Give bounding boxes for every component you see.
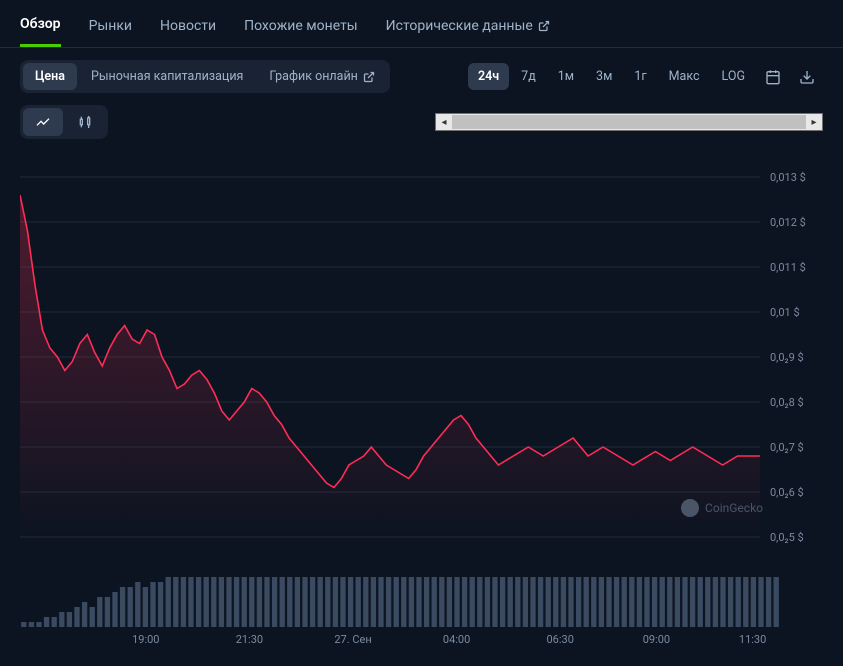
view-mode-group: Цена Рыночная капитализация График онлай… [20, 60, 390, 93]
x-axis: 19:00 21:30 27. Сен 04:00 06:30 09:00 11:30 [20, 633, 780, 649]
tab-label: Обзор [20, 16, 61, 32]
x-tick-label: 27. Сен [334, 633, 371, 646]
svg-text:0,01 $: 0,01 $ [770, 306, 800, 319]
line-chart-icon [35, 114, 51, 130]
time-range-group: 24ч 7д 1м 3м 1г Макс LOG [468, 63, 823, 91]
view-live-button[interactable]: График онлайн [257, 63, 386, 90]
svg-text:0,013 $: 0,013 $ [770, 171, 806, 184]
coingecko-logo-icon [681, 499, 699, 517]
x-tick-label: 11:30 [739, 633, 766, 646]
range-label: Макс [669, 69, 700, 84]
svg-text:0,011 $: 0,011 $ [770, 261, 806, 274]
range-1m-button[interactable]: 1м [548, 63, 584, 90]
external-link-icon [538, 20, 550, 32]
tab-label: Похожие монеты [244, 18, 358, 34]
chart-type-group [20, 105, 108, 139]
volume-chart-svg [20, 567, 780, 627]
range-max-button[interactable]: Макс [659, 63, 710, 90]
tab-label: Исторические данные [386, 18, 533, 34]
candlestick-icon [77, 114, 93, 130]
range-label: 7д [521, 69, 536, 84]
range-1y-button[interactable]: 1г [624, 63, 656, 90]
range-label: LOG [722, 69, 745, 84]
calendar-button[interactable] [757, 63, 789, 91]
chart-type-toolbar: ◂ ▸ [0, 105, 843, 147]
x-tick-label: 04:00 [443, 633, 470, 646]
nav-tabs: Обзор Рынки Новости Похожие монеты Истор… [0, 0, 843, 48]
candlestick-button[interactable] [65, 108, 105, 136]
x-tick-label: 19:00 [132, 633, 159, 646]
range-24h-button[interactable]: 24ч [468, 63, 509, 90]
horizontal-scrollbar[interactable]: ◂ ▸ [435, 113, 823, 131]
download-icon [799, 69, 815, 85]
range-label: 1м [558, 69, 574, 84]
tab-label: Новости [160, 18, 216, 34]
range-7d-button[interactable]: 7д [511, 63, 546, 90]
view-marketcap-button[interactable]: Рыночная капитализация [79, 63, 255, 90]
external-link-icon [363, 71, 375, 83]
watermark: CoinGecko [681, 499, 763, 517]
scroll-left-arrow[interactable]: ◂ [436, 114, 452, 130]
range-log-button[interactable]: LOG [712, 63, 755, 90]
svg-text:0,012 $: 0,012 $ [770, 216, 806, 229]
price-chart[interactable]: 0,013 $ 0,012 $ 0,011 $ 0,01 $ 0,0₂9 $ 0,0₂8 … [20, 167, 823, 557]
range-label: 1г [634, 69, 646, 84]
chart-toolbar: Цена Рыночная капитализация График онлай… [0, 48, 843, 105]
tab-historical[interactable]: Исторические данные [386, 10, 550, 47]
volume-chart[interactable] [20, 567, 780, 627]
x-tick-label: 09:00 [643, 633, 670, 646]
svg-text:0,0₂7 $: 0,0₂7 $ [770, 441, 804, 454]
view-price-button[interactable]: Цена [23, 63, 77, 90]
x-tick-label: 21:30 [236, 633, 263, 646]
svg-text:0,0₂8 $: 0,0₂8 $ [770, 396, 804, 409]
range-3m-button[interactable]: 3м [586, 63, 622, 90]
range-label: 24ч [478, 69, 499, 84]
scroll-thumb[interactable] [452, 115, 806, 129]
seg-label: Рыночная капитализация [91, 69, 243, 84]
tab-similar[interactable]: Похожие монеты [244, 10, 358, 47]
tab-markets[interactable]: Рынки [89, 10, 132, 47]
tab-label: Рынки [89, 18, 132, 34]
svg-text:0,0₂5 $: 0,0₂5 $ [770, 531, 804, 544]
svg-text:0,0₂6 $: 0,0₂6 $ [770, 486, 804, 499]
line-chart-button[interactable] [23, 108, 63, 136]
scroll-right-arrow[interactable]: ▸ [806, 114, 822, 130]
download-button[interactable] [791, 63, 823, 91]
calendar-icon [765, 69, 781, 85]
watermark-label: CoinGecko [705, 501, 763, 515]
tab-overview[interactable]: Обзор [20, 10, 61, 47]
x-tick-label: 06:30 [546, 633, 573, 646]
seg-label: График онлайн [269, 69, 357, 84]
seg-label: Цена [35, 69, 65, 84]
tab-news[interactable]: Новости [160, 10, 216, 47]
svg-text:0,0₂9 $: 0,0₂9 $ [770, 351, 804, 364]
range-label: 3м [596, 69, 612, 84]
